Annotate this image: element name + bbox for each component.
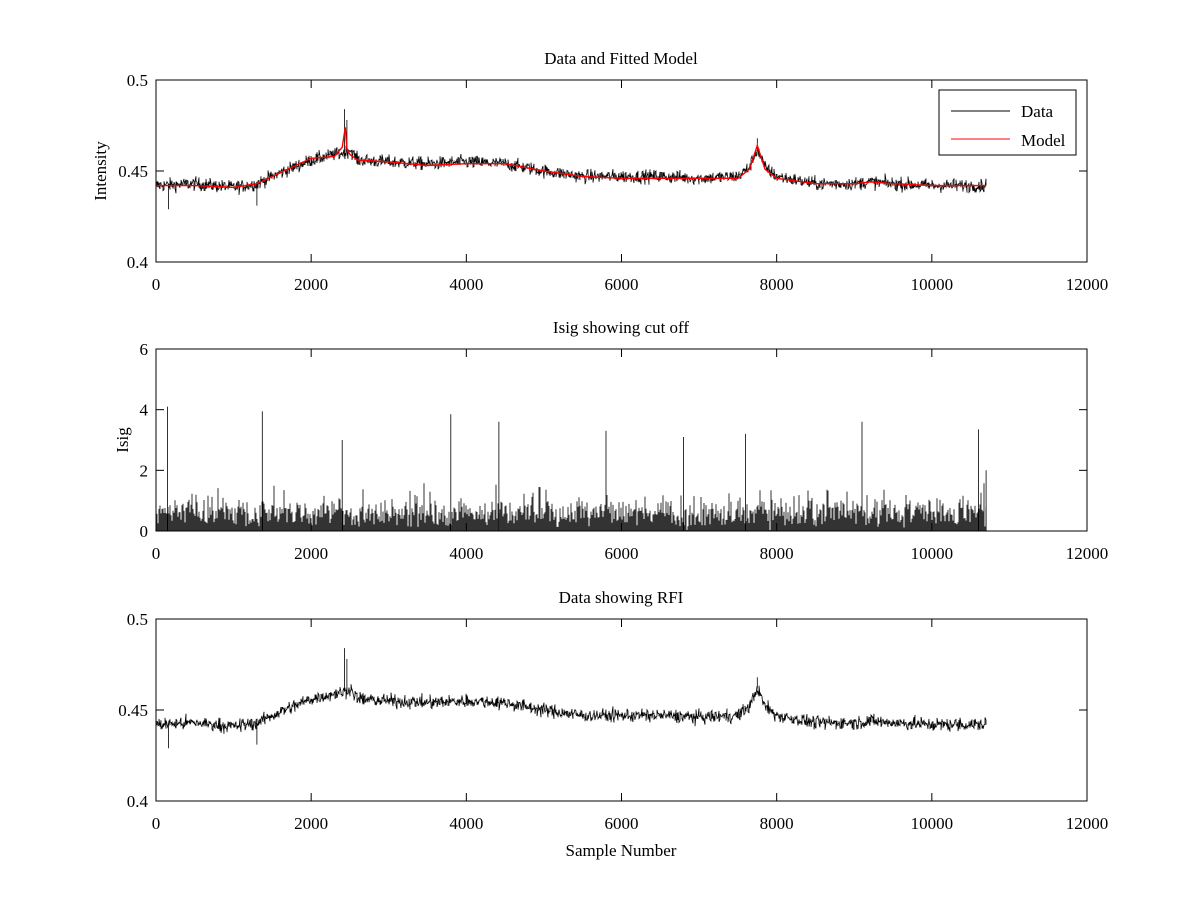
x-tick-label: 4000 [449,544,483,563]
legend: Data Model [938,89,1077,156]
y-tick-label: 0.5 [127,71,148,90]
series-data [155,648,987,749]
series-data [155,109,987,210]
panel-data-and-fitted-model: Data and Fitted Model Intensity 0 2000 400… [91,49,1108,294]
legend-label-model: Model [1021,131,1066,150]
axes: 0 2000 4000 6000 8000 10000 12000 0 2 4 6 [140,340,1109,563]
y-tick-label: 0.4 [127,253,149,272]
y-tick-label: 4 [140,401,149,420]
x-tick-label: 12000 [1066,544,1109,563]
x-tick-label: 4000 [449,814,483,833]
y-tick-label: 6 [140,340,149,359]
x-tick-label: 6000 [605,544,639,563]
x-tick-label: 10000 [911,544,954,563]
plot-area [155,109,987,210]
x-tick-label: 0 [152,814,161,833]
x-tick-label: 6000 [605,814,639,833]
axes-box [155,618,1088,802]
x-tick-label: 4000 [449,275,483,294]
x-tick-label: 0 [152,275,161,294]
x-tick-label: 2000 [294,814,328,833]
panel-data-showing-rfi: Data showing RFI Sample Number 0 2000 4000… [118,588,1108,860]
axes-box [155,348,1088,532]
chart-title: Isig showing cut off [553,318,689,337]
panel-isig-showing-cut-off: Isig showing cut off Isig 0 2000 4000 6000 8… [113,318,1108,563]
series-isig [155,406,987,531]
chart-title: Data showing RFI [559,588,684,607]
plot-area [155,648,987,749]
x-tick-label: 8000 [760,544,794,563]
x-axis-label: Sample Number [566,841,677,860]
x-tick-label: 6000 [605,275,639,294]
x-tick-label: 10000 [911,275,954,294]
y-tick-label: 0.45 [118,701,148,720]
axes: 0 2000 4000 6000 8000 10000 12000 0.4 0.45 0.5 [118,610,1108,833]
x-tick-label: 12000 [1066,814,1109,833]
plot-area [155,406,987,531]
x-tick-label: 8000 [760,814,794,833]
y-axis-label: Intensity [91,141,110,201]
y-tick-label: 0.45 [118,162,148,181]
legend-box [938,89,1077,156]
y-axis-label: Isig [113,427,132,453]
x-tick-label: 12000 [1066,275,1109,294]
y-tick-label: 2 [140,461,149,480]
x-tick-label: 0 [152,544,161,563]
y-tick-label: 0.5 [127,610,148,629]
series-model [156,127,987,189]
x-tick-label: 8000 [760,275,794,294]
y-tick-label: 0.4 [127,792,149,811]
x-tick-label: 2000 [294,544,328,563]
chart-title: Data and Fitted Model [544,49,698,68]
axes: 0 2000 4000 6000 8000 10000 12000 0.4 0.45 0.5 [118,71,1108,294]
y-tick-label: 0 [140,522,149,541]
x-tick-label: 2000 [294,275,328,294]
legend-label-data: Data [1021,102,1054,121]
x-tick-label: 10000 [911,814,954,833]
